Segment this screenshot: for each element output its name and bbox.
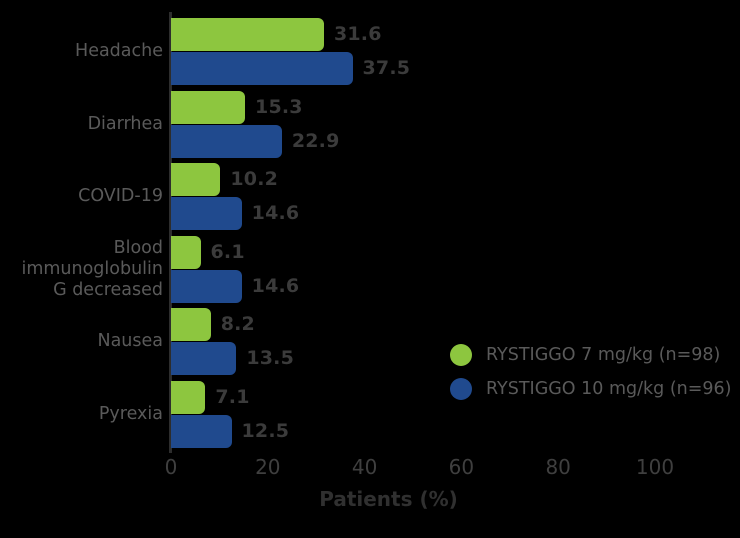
category-label: Blood immunoglobulin G decreased — [21, 237, 163, 300]
x-axis-tick-0: 0 — [164, 455, 178, 479]
bar-blue — [171, 52, 353, 85]
bar-value-label: 15.3 — [255, 95, 303, 118]
x-axis-tick-60: 60 — [448, 455, 475, 479]
bar-green — [171, 380, 206, 414]
bar-green — [171, 163, 221, 196]
legend-label: RYSTIGGO 7 mg/kg (n=98) — [486, 345, 721, 365]
bar-value-label: 22.9 — [291, 129, 340, 152]
plot-area: 31.6 37.5 15.3 22.9 10.2 14.6 6.1 14.6 8.2 13.5 7.… — [171, 12, 655, 452]
bar-value-label: 31.6 — [333, 23, 382, 45]
x-axis-tick-100: 100 — [635, 455, 675, 479]
bar-value-label: 13.5 — [246, 347, 295, 369]
x-axis-tick-labels: 0 20 40 60 80 100 — [0, 455, 740, 485]
category-label: COVID-19 — [78, 186, 163, 206]
bar-blue — [171, 414, 232, 448]
bar-blue — [171, 197, 242, 230]
legend-swatch-icon — [450, 378, 472, 400]
legend-item[interactable]: RYSTIGGO 7 mg/kg (n=98) — [450, 338, 732, 372]
x-axis-title: Patients (%) — [0, 487, 740, 511]
bar-value-label: 14.6 — [251, 202, 300, 224]
legend-swatch-icon — [450, 344, 472, 366]
bar-value-label: 37.5 — [362, 57, 411, 79]
category-label-wrapper: Blood immunoglobulin G decreased — [0, 238, 163, 301]
bar-green — [171, 308, 211, 341]
legend: RYSTIGGO 7 mg/kg (n=98) RYSTIGGO 10 mg/kg… — [450, 338, 732, 406]
x-axis-title-text: Patients (%) — [319, 487, 458, 511]
x-axis-tick-20: 20 — [255, 455, 281, 479]
category-label: Pyrexia — [98, 403, 163, 424]
category-label: Diarrhea — [87, 113, 163, 134]
category-label: Nausea — [97, 331, 163, 351]
y-axis-line — [169, 12, 172, 453]
category-label: Headache — [75, 41, 163, 61]
bar-value-label: 6.1 — [210, 240, 245, 263]
bar-blue — [171, 342, 237, 375]
bar-value-label: 10.2 — [230, 168, 279, 190]
bar-value-label: 12.5 — [241, 419, 290, 442]
category-label-wrapper: Headache — [0, 41, 163, 62]
category-label-wrapper: Pyrexia — [0, 404, 163, 425]
category-label-wrapper: COVID-19 — [0, 186, 163, 207]
bar-value-label: 14.6 — [251, 274, 300, 297]
bar-blue — [171, 124, 282, 158]
legend-item[interactable]: RYSTIGGO 10 mg/kg (n=96) — [450, 372, 732, 406]
category-label-wrapper: Diarrhea — [0, 114, 163, 135]
category-label-wrapper: Nausea — [0, 331, 163, 352]
bar-value-label: 8.2 — [220, 313, 255, 335]
bar-green — [171, 90, 246, 124]
bar-value-label: 7.1 — [215, 385, 250, 408]
x-axis-tick-80: 80 — [545, 455, 571, 479]
x-axis-tick-40: 40 — [351, 455, 378, 479]
bar-green — [171, 18, 324, 51]
bar-green — [171, 235, 201, 269]
bar-blue — [171, 269, 242, 303]
legend-label: RYSTIGGO 10 mg/kg (n=96) — [486, 379, 732, 399]
